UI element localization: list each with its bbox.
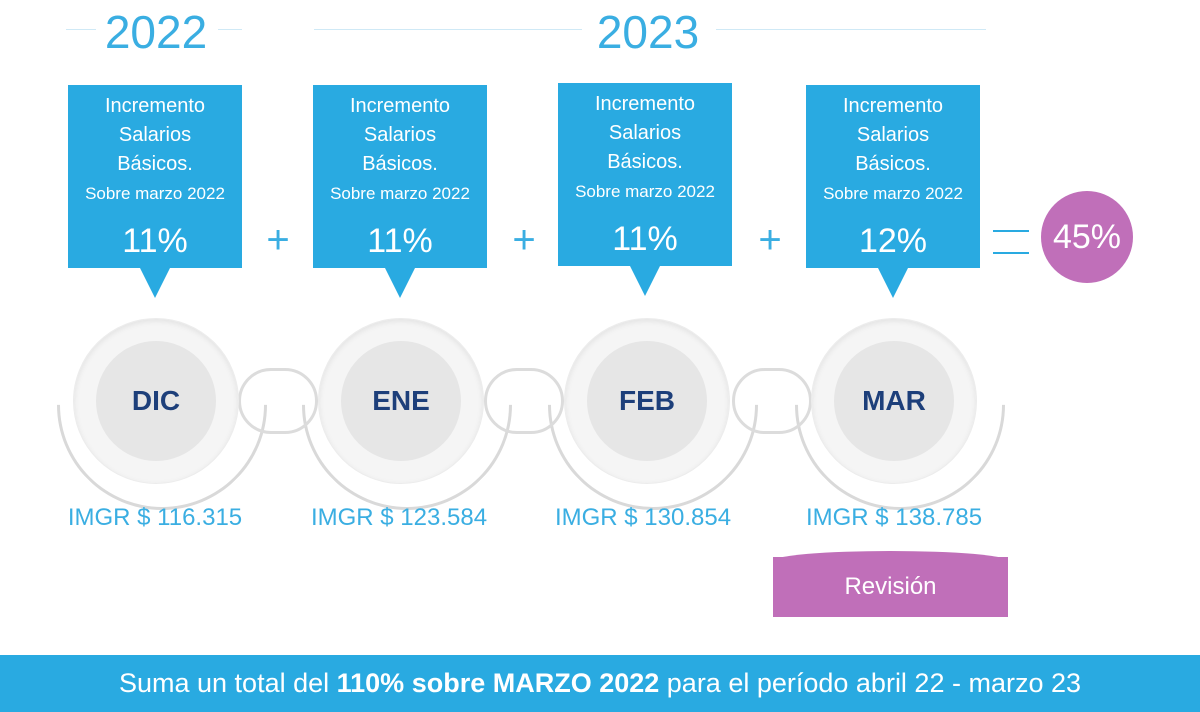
- year-divider-2022-left: [66, 29, 96, 30]
- box-line3: Básicos.: [362, 153, 438, 175]
- box-line1: Incremento: [349, 95, 451, 117]
- chain-link-2: [484, 368, 564, 434]
- month-label: ENE: [341, 341, 461, 461]
- box-line2: Salarios: [856, 124, 930, 146]
- banner-text-post: para el período abril 22 - marzo 23: [659, 668, 1082, 698]
- plus-sign-3: +: [758, 218, 782, 262]
- box-line1: Incremento: [842, 95, 944, 117]
- banner-text-bold: 110% sobre MARZO 2022: [336, 668, 660, 698]
- box-line2: Salarios: [118, 124, 192, 146]
- box-subtitle: Sobre marzo 2022: [330, 184, 470, 203]
- month-circle-dic: DIC: [73, 318, 239, 484]
- increment-box-ene: Incremento Salarios Básicos. Sobre marzo…: [313, 85, 487, 298]
- plus-sign-2: +: [512, 218, 536, 262]
- box-line1: Incremento: [594, 93, 696, 115]
- box-percentage: 11%: [122, 222, 188, 260]
- box-subtitle: Sobre marzo 2022: [85, 184, 225, 203]
- year-label-2022: 2022: [104, 6, 208, 58]
- box-percentage: 11%: [612, 220, 678, 258]
- box-subtitle: Sobre marzo 2022: [575, 182, 715, 201]
- box-line2: Salarios: [608, 122, 682, 144]
- imgr-value-ene: IMGR $ 123.584: [310, 504, 488, 531]
- year-divider-2023-left: [314, 29, 582, 30]
- box-percentage: 11%: [367, 222, 433, 260]
- box-line3: Básicos.: [117, 153, 193, 175]
- imgr-value-dic: IMGR $ 116.315: [67, 504, 243, 531]
- month-label: MAR: [834, 341, 954, 461]
- box-line1: Incremento: [104, 95, 206, 117]
- chain-link-3: [732, 368, 812, 434]
- year-divider-2023-right: [716, 29, 986, 30]
- month-label: FEB: [587, 341, 707, 461]
- month-circle-mar: MAR: [811, 318, 977, 484]
- plus-sign-1: +: [266, 218, 290, 262]
- box-subtitle: Sobre marzo 2022: [823, 184, 963, 203]
- year-divider-2022-right: [218, 29, 242, 30]
- total-result-circle: 45%: [1041, 191, 1133, 283]
- month-circle-feb: FEB: [564, 318, 730, 484]
- increment-box-feb: Incremento Salarios Básicos. Sobre marzo…: [558, 83, 732, 296]
- banner-text-pre: Suma un total del: [118, 668, 337, 698]
- box-line3: Básicos.: [607, 151, 683, 173]
- revision-badge: Revisión: [773, 551, 1008, 617]
- chain-link-1: [238, 368, 318, 434]
- equals-sign: [993, 230, 1029, 254]
- month-circle-ene: ENE: [318, 318, 484, 484]
- month-label: DIC: [96, 341, 216, 461]
- imgr-value-feb: IMGR $ 130.854: [554, 504, 732, 531]
- imgr-value-mar: IMGR $ 138.785: [805, 504, 983, 531]
- box-line3: Básicos.: [855, 153, 931, 175]
- box-line2: Salarios: [363, 124, 437, 146]
- increment-box-dic: Incremento Salarios Básicos. Sobre marzo…: [68, 85, 242, 298]
- year-label-2023: 2023: [596, 6, 700, 58]
- increment-box-mar: Incremento Salarios Básicos. Sobre marzo…: [806, 85, 980, 298]
- summary-banner: Suma un total del 110% sobre MARZO 2022 …: [0, 655, 1200, 712]
- box-percentage: 12%: [858, 222, 928, 260]
